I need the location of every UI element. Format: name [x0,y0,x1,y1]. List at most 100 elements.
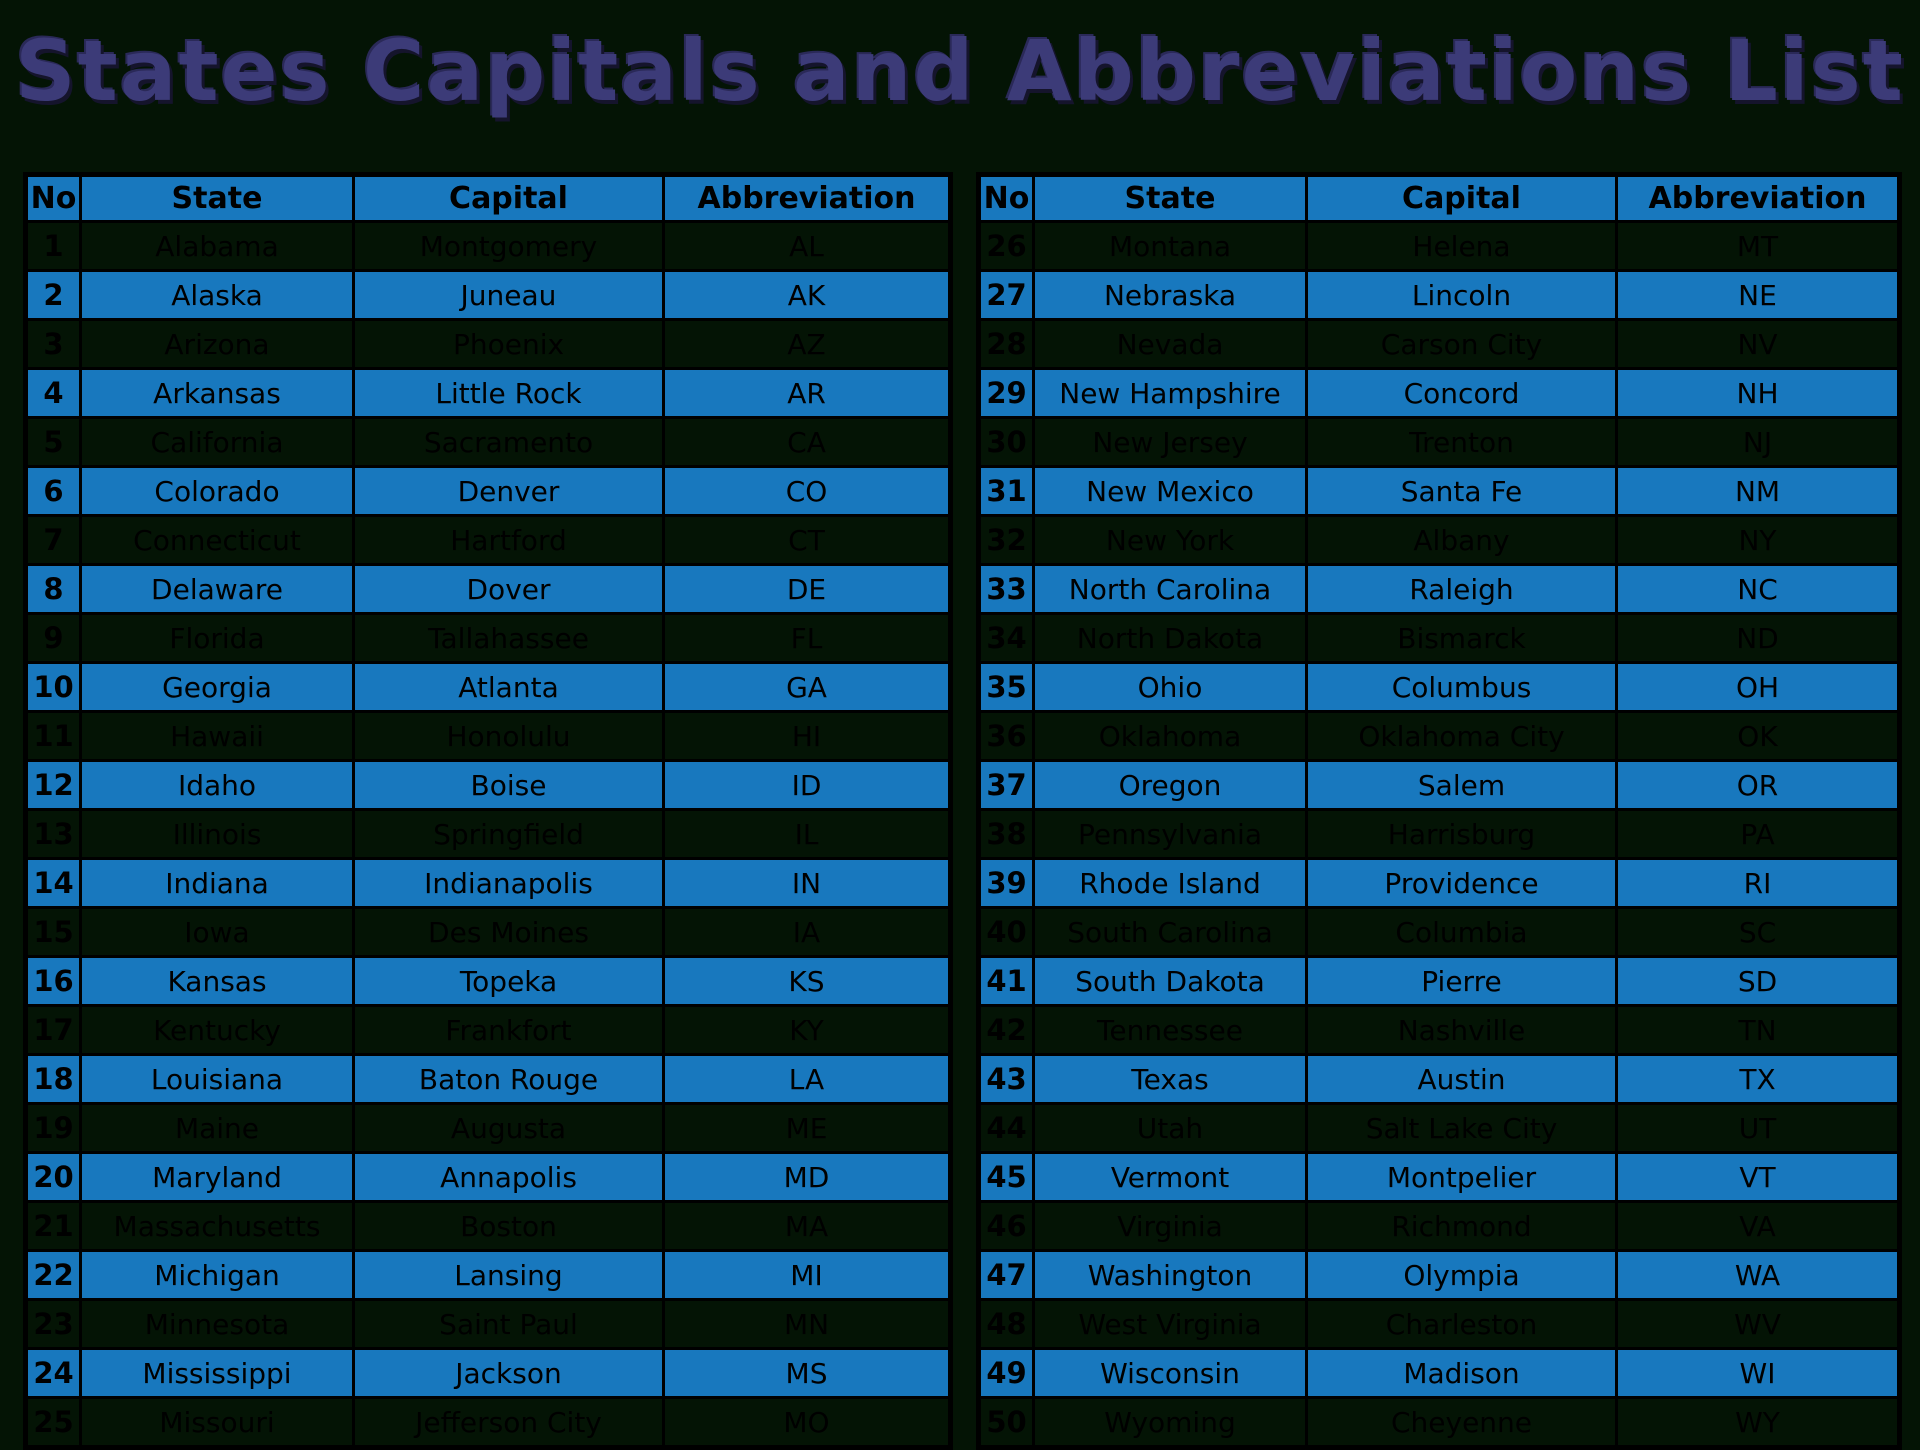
table-row: 29 New Hampshire Concord NH [977,367,1901,419]
table-row: 15 Iowa Des Moines IA [24,906,952,958]
state-cell: Utah [1032,1102,1308,1154]
capital-cell: Sacramento [352,416,665,468]
state-cell: Maryland [79,1151,355,1203]
capital-cell: Cheyenne [1305,1396,1618,1449]
header-row: No State Capital Abbreviation [977,173,1901,223]
abbreviation-cell: LA [662,1053,952,1105]
capital-cell: Olympia [1305,1249,1618,1301]
capital-cell: Nashville [1305,1004,1618,1056]
abbreviation-cell: NJ [1615,416,1901,468]
abbreviation-cell: NY [1615,514,1901,566]
row-number-cell: 30 [977,416,1035,468]
row-number-cell: 35 [977,661,1035,713]
abbreviation-cell: MS [662,1347,952,1399]
row-number-cell: 10 [24,661,82,713]
capital-cell: Lincoln [1305,269,1618,321]
capital-cell: Bismarck [1305,612,1618,664]
capital-cell: Austin [1305,1053,1618,1105]
state-cell: West Virginia [1032,1298,1308,1350]
state-cell: New York [1032,514,1308,566]
state-cell: Idaho [79,759,355,811]
abbreviation-cell: PA [1615,808,1901,860]
row-number-cell: 28 [977,318,1035,370]
capital-cell: Salem [1305,759,1618,811]
capital-cell: Columbia [1305,906,1618,958]
state-cell: Michigan [79,1249,355,1301]
capital-cell: Santa Fe [1305,465,1618,517]
row-number-cell: 12 [24,759,82,811]
state-cell: Indiana [79,857,355,909]
state-cell: North Carolina [1032,563,1308,615]
capital-cell: Montgomery [352,220,665,272]
state-cell: Mississippi [79,1347,355,1399]
row-number-cell: 41 [977,955,1035,1007]
abbreviation-cell: HI [662,710,952,762]
abbreviation-cell: NM [1615,465,1901,517]
header-state: State [1032,173,1308,223]
row-number-cell: 27 [977,269,1035,321]
table-row: 46 Virginia Richmond VA [977,1200,1901,1252]
row-number-cell: 11 [24,710,82,762]
table-row: 25 Missouri Jefferson City MO [24,1396,952,1449]
abbreviation-cell: CT [662,514,952,566]
table-row: 21 Massachusetts Boston MA [24,1200,952,1252]
row-number-cell: 18 [24,1053,82,1105]
capital-cell: Providence [1305,857,1618,909]
state-cell: New Mexico [1032,465,1308,517]
capital-cell: Boise [352,759,665,811]
abbreviation-cell: CA [662,416,952,468]
state-cell: Pennsylvania [1032,808,1308,860]
header-state: State [79,173,355,223]
state-cell: Wyoming [1032,1396,1308,1449]
capital-cell: Jackson [352,1347,665,1399]
abbreviation-cell: IA [662,906,952,958]
abbreviation-cell: KY [662,1004,952,1056]
row-number-cell: 13 [24,808,82,860]
state-cell: New Hampshire [1032,367,1308,419]
row-number-cell: 34 [977,612,1035,664]
table-row: 50 Wyoming Cheyenne WY [977,1396,1901,1449]
table-row: 23 Minnesota Saint Paul MN [24,1298,952,1350]
abbreviation-cell: WA [1615,1249,1901,1301]
abbreviation-cell: SC [1615,906,1901,958]
capital-cell: Saint Paul [352,1298,665,1350]
abbreviation-cell: CO [662,465,952,517]
row-number-cell: 45 [977,1151,1035,1203]
capital-cell: Topeka [352,955,665,1007]
table-row: 12 Idaho Boise ID [24,759,952,811]
capital-cell: Boston [352,1200,665,1252]
row-number-cell: 29 [977,367,1035,419]
abbreviation-cell: MN [662,1298,952,1350]
capital-cell: Lansing [352,1249,665,1301]
table-row: 2 Alaska Juneau AK [24,269,952,321]
capital-cell: Annapolis [352,1151,665,1203]
abbreviation-cell: TN [1615,1004,1901,1056]
header-abbreviation: Abbreviation [662,173,952,223]
table-row: 18 Louisiana Baton Rouge LA [24,1053,952,1105]
state-cell: Hawaii [79,710,355,762]
header-capital: Capital [352,173,665,223]
row-number-cell: 40 [977,906,1035,958]
row-number-cell: 36 [977,710,1035,762]
table-row: 3 Arizona Phoenix AZ [24,318,952,370]
abbreviation-cell: MT [1615,220,1901,272]
header-capital: Capital [1305,173,1618,223]
capital-cell: Atlanta [352,661,665,713]
states-table-left: No State Capital Abbreviation 1 Alabama Mo… [23,172,953,1450]
row-number-cell: 38 [977,808,1035,860]
table-row: 11 Hawaii Honolulu HI [24,710,952,762]
capital-cell: Concord [1305,367,1618,419]
table-row: 19 Maine Augusta ME [24,1102,952,1154]
row-number-cell: 26 [977,220,1035,272]
row-number-cell: 46 [977,1200,1035,1252]
abbreviation-cell: UT [1615,1102,1901,1154]
table-row: 36 Oklahoma Oklahoma City OK [977,710,1901,762]
abbreviation-cell: AR [662,367,952,419]
capital-cell: Indianapolis [352,857,665,909]
abbreviation-cell: ID [662,759,952,811]
abbreviation-cell: MO [662,1396,952,1449]
state-cell: Alabama [79,220,355,272]
page-title: States Capitals and Abbreviations List [15,22,1905,120]
table-row: 27 Nebraska Lincoln NE [977,269,1901,321]
row-number-cell: 43 [977,1053,1035,1105]
